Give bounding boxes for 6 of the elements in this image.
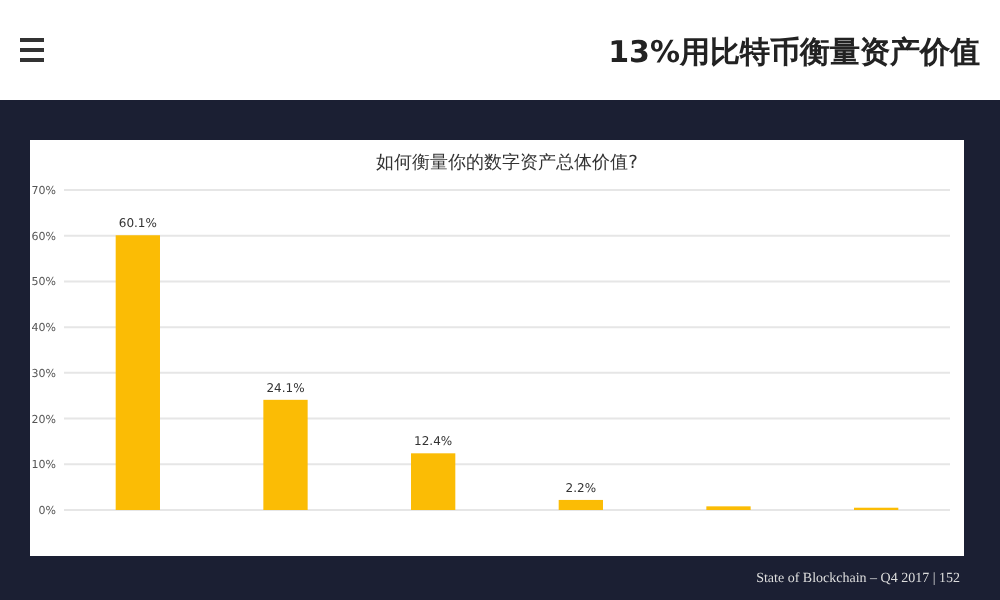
chart-subtitle: 13%用比特币衡量资产价值 (608, 34, 980, 70)
bar (263, 399, 308, 510)
bar (115, 235, 160, 510)
bar (411, 453, 456, 510)
chart-title: 如何衡量你的数字资产总体价值? (376, 152, 639, 174)
bar (558, 499, 603, 510)
